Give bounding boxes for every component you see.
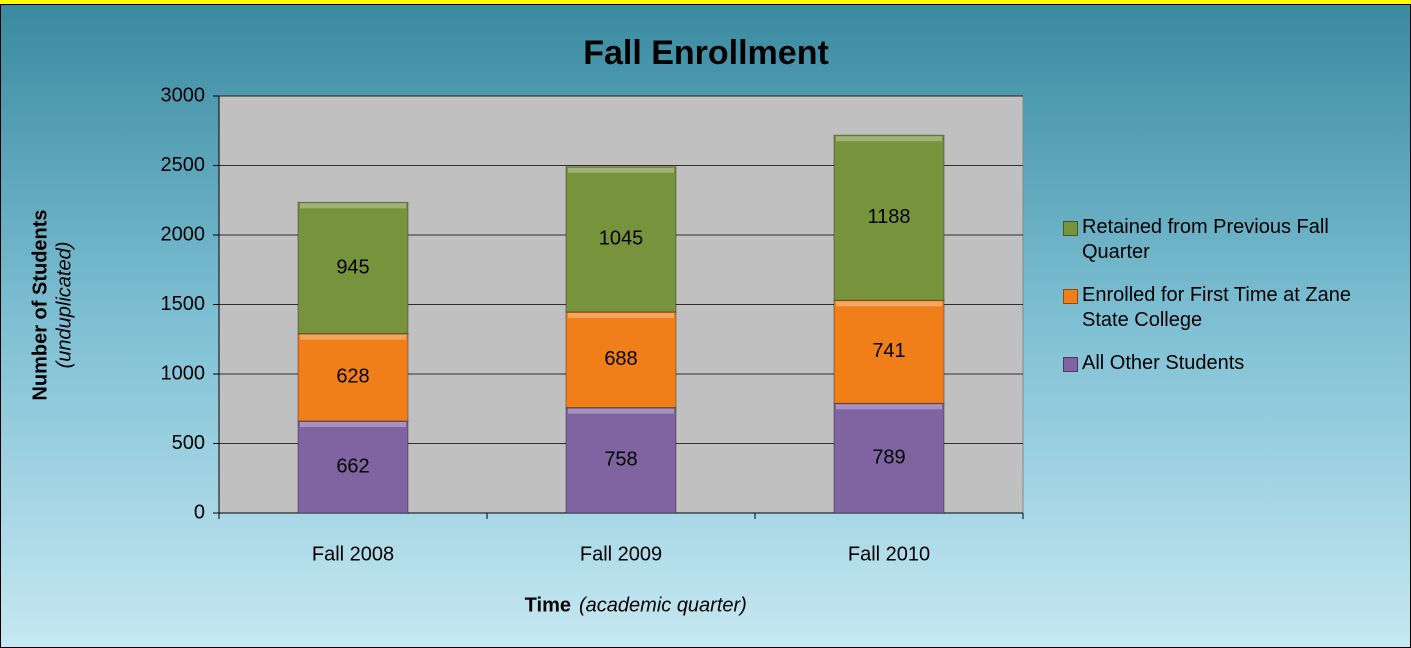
bar-highlight: [300, 334, 406, 340]
chart: Fall Enrollment Number of Students (undu…: [29, 34, 1024, 616]
bar-highlight: [568, 408, 674, 414]
y-tick-label: 0: [194, 501, 205, 523]
bar-segment: [833, 134, 945, 301]
legend-item: All Other Students: [1063, 351, 1353, 376]
bar-highlight: [300, 203, 406, 209]
legend-label: Retained from Previous Fall Quarter: [1082, 216, 1329, 263]
legend-item: Enrolled for First Time at Zane State Co…: [1063, 283, 1353, 333]
y-tick-label: 1500: [161, 293, 206, 315]
legend-label: All Other Students: [1082, 352, 1245, 374]
bar-highlight: [836, 301, 942, 307]
bar-highlight: [568, 313, 674, 319]
data-label: 741: [872, 340, 905, 362]
x-tick-label: Fall 2009: [580, 543, 662, 565]
data-label: 662: [336, 455, 369, 477]
y-tick-label: 500: [172, 432, 205, 454]
y-tick-label: 1000: [161, 362, 206, 384]
data-label: 758: [604, 449, 637, 471]
legend-swatch: [1063, 221, 1078, 236]
y-tick-label: 2000: [161, 223, 206, 245]
y-tick-label: 2500: [161, 154, 206, 176]
x-axis-title: Time: [525, 594, 571, 616]
legend: Retained from Previous Fall Quarter Enrol…: [1063, 215, 1353, 394]
legend-item: Retained from Previous Fall Quarter: [1063, 215, 1353, 265]
data-label: 789: [872, 446, 905, 468]
x-axis-subtitle: (academic quarter): [579, 594, 747, 616]
bar-segment: [565, 407, 677, 514]
y-axis-title: Number of Students: [29, 209, 51, 400]
data-label: 688: [604, 348, 637, 370]
y-axis-subtitle: (unduplicated): [53, 242, 75, 369]
data-label: 1045: [599, 228, 644, 250]
bar-highlight: [836, 404, 942, 410]
y-tick-label: 3000: [161, 84, 206, 106]
x-tick-label: Fall 2010: [848, 543, 930, 565]
bar-highlight: [568, 167, 674, 173]
bar-segment: [565, 166, 677, 313]
chart-frame: Fall Enrollment Number of Students (undu…: [0, 4, 1411, 648]
legend-swatch: [1063, 357, 1078, 372]
legend-swatch: [1063, 289, 1078, 304]
bar-segment: [833, 299, 945, 404]
data-label: 945: [336, 256, 369, 278]
data-label: 628: [336, 366, 369, 388]
chart-title: Fall Enrollment: [583, 34, 829, 72]
bar-segment: [297, 420, 409, 514]
bar-highlight: [836, 136, 942, 142]
bar-highlight: [300, 421, 406, 427]
data-label: 1188: [867, 206, 910, 228]
bar-segment: [297, 201, 409, 335]
bar-segment: [833, 402, 945, 514]
x-tick-label: Fall 2008: [312, 543, 394, 565]
legend-label: Enrolled for First Time at Zane State Co…: [1082, 284, 1351, 331]
